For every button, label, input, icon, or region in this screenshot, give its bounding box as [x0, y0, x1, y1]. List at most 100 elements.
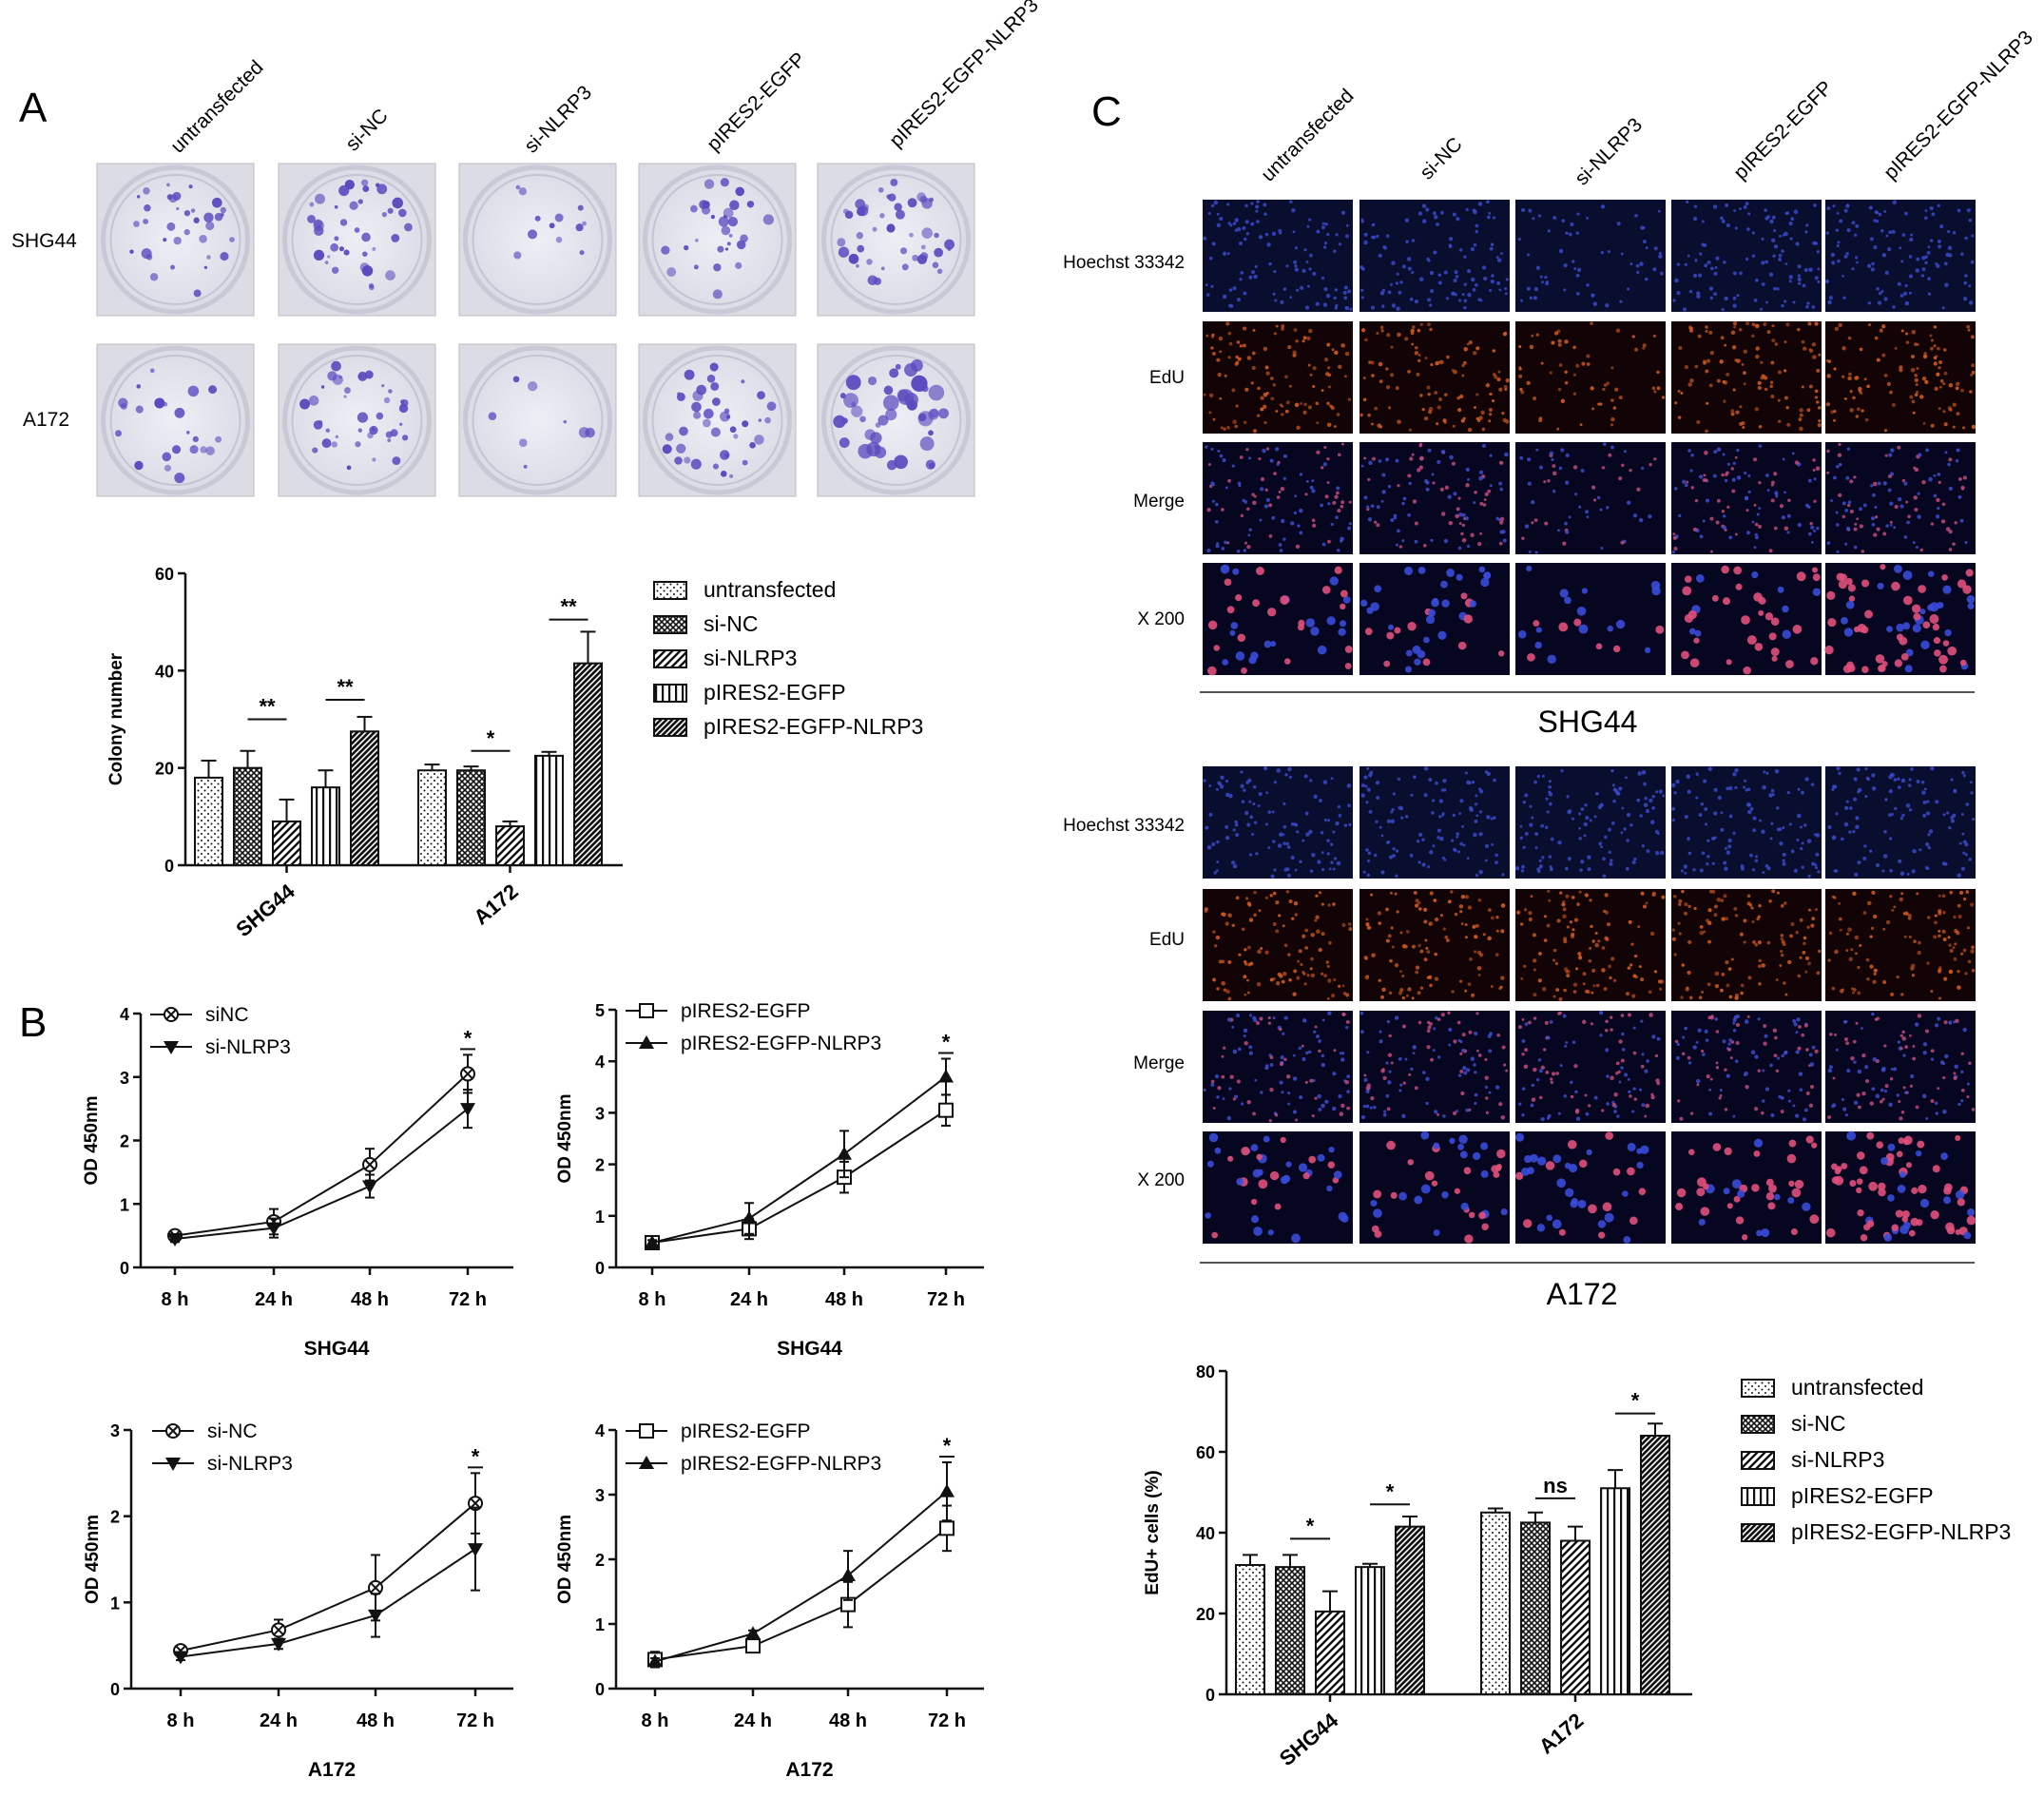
marker-triangle: [647, 1653, 663, 1668]
cell-nucleus: [1282, 972, 1287, 976]
cell-nucleus: [1932, 623, 1940, 631]
cell-nucleus: [1221, 1054, 1224, 1058]
cell-nucleus: [1334, 288, 1339, 292]
plate-inner-rim: [291, 355, 423, 486]
cell-nucleus: [1417, 1020, 1422, 1025]
cell-nucleus: [1743, 785, 1746, 789]
cell-nucleus: [1232, 222, 1237, 226]
cell-nucleus: [1797, 281, 1802, 285]
cell-nucleus: [1385, 385, 1391, 390]
cell-nucleus: [1563, 967, 1569, 972]
cell-nucleus: [1538, 465, 1544, 470]
cell-nucleus: [1620, 1032, 1625, 1036]
cell-nucleus: [1720, 336, 1725, 340]
cell-nucleus: [1632, 1087, 1636, 1091]
cell-nucleus: [1425, 1076, 1430, 1081]
colony-spot: [929, 462, 935, 469]
cell-nucleus: [1578, 837, 1582, 841]
cell-nucleus: [1395, 849, 1399, 853]
cell-nucleus: [1909, 1084, 1914, 1089]
cell-nucleus: [1671, 928, 1675, 932]
cell-nucleus: [1252, 500, 1257, 506]
cell-nucleus: [1929, 614, 1939, 624]
cell-nucleus: [1722, 380, 1726, 384]
cell-nucleus: [1294, 402, 1300, 408]
cell-nucleus: [1842, 1107, 1847, 1111]
cell-nucleus: [1786, 790, 1790, 795]
cell-nucleus: [1470, 532, 1475, 537]
cell-nucleus: [1762, 784, 1766, 790]
cell-nucleus: [1517, 1025, 1522, 1030]
cell-nucleus: [1218, 336, 1224, 341]
cell-nucleus: [1938, 244, 1942, 249]
cell-nucleus: [1549, 864, 1552, 869]
cell-nucleus: [1782, 826, 1785, 830]
cell-nucleus: [1741, 1234, 1748, 1241]
cell-nucleus: [1642, 904, 1648, 909]
cell-nucleus: [1800, 846, 1803, 851]
cell-nucleus: [1787, 1099, 1791, 1103]
cell-nucleus: [1214, 1147, 1222, 1154]
cell-nucleus: [1960, 388, 1964, 393]
cell-nucleus: [1774, 342, 1779, 346]
cell-nucleus: [1237, 633, 1246, 643]
cell-nucleus: [1946, 811, 1950, 815]
cell-nucleus: [1673, 791, 1677, 795]
cell-nucleus: [1723, 1188, 1730, 1195]
colony-spot: [862, 203, 869, 211]
cell-nucleus: [1564, 370, 1568, 374]
marker-triangle: [362, 1180, 377, 1194]
cell-nucleus: [1856, 517, 1860, 521]
y-tick-label: 0: [120, 1259, 129, 1278]
cell-nucleus: [1221, 547, 1225, 551]
cell-nucleus: [1797, 787, 1801, 791]
cell-nucleus: [1317, 1093, 1321, 1099]
cell-nucleus: [1757, 1069, 1761, 1072]
cell-nucleus: [1293, 260, 1298, 264]
cell-nucleus: [1907, 913, 1912, 918]
cell-nucleus: [1267, 846, 1271, 849]
cell-nucleus: [1522, 1219, 1533, 1228]
colony-spot: [717, 245, 724, 253]
cell-nucleus: [1528, 551, 1532, 554]
cell-nucleus: [1427, 393, 1431, 396]
cell-nucleus: [1312, 271, 1317, 277]
cell-nucleus: [1907, 783, 1912, 787]
colony-spot: [684, 369, 695, 380]
colony-spot: [372, 246, 376, 251]
cell-nucleus: [1474, 935, 1478, 939]
cell-nucleus: [1687, 837, 1690, 841]
cell-nucleus: [1216, 840, 1220, 844]
cell-nucleus: [1599, 802, 1604, 807]
cell-nucleus: [1617, 1070, 1621, 1073]
micrograph-field: [1359, 442, 1510, 554]
cell-nucleus: [1404, 218, 1410, 222]
cell-nucleus: [1388, 1070, 1392, 1073]
bar: [1355, 1566, 1385, 1695]
cell-nucleus: [1483, 276, 1488, 281]
cell-nucleus: [1264, 822, 1268, 826]
cell-nucleus: [1389, 891, 1393, 895]
cell-nucleus: [1958, 890, 1964, 895]
cell-nucleus: [1246, 1099, 1251, 1105]
cell-nucleus: [1378, 253, 1382, 258]
cell-nucleus: [1426, 950, 1431, 955]
colony-spot: [723, 214, 727, 219]
cell-nucleus: [1753, 298, 1758, 302]
cell-nucleus: [1622, 1190, 1629, 1197]
cell-nucleus: [1584, 1093, 1588, 1097]
cell-nucleus: [1484, 492, 1489, 496]
cell-nucleus: [1600, 547, 1604, 550]
cell-nucleus: [1336, 549, 1340, 552]
cell-nucleus: [1842, 346, 1846, 351]
cell-nucleus: [1371, 422, 1374, 426]
cell-nucleus: [1329, 404, 1333, 408]
colony-spot: [666, 267, 677, 277]
cell-nucleus: [1437, 280, 1442, 285]
cell-nucleus: [1732, 320, 1738, 326]
cell-nucleus: [1782, 859, 1785, 862]
cell-nucleus: [1869, 935, 1873, 938]
cell-nucleus: [1803, 346, 1807, 351]
cell-nucleus: [1607, 922, 1610, 927]
cell-nucleus: [1421, 203, 1427, 208]
